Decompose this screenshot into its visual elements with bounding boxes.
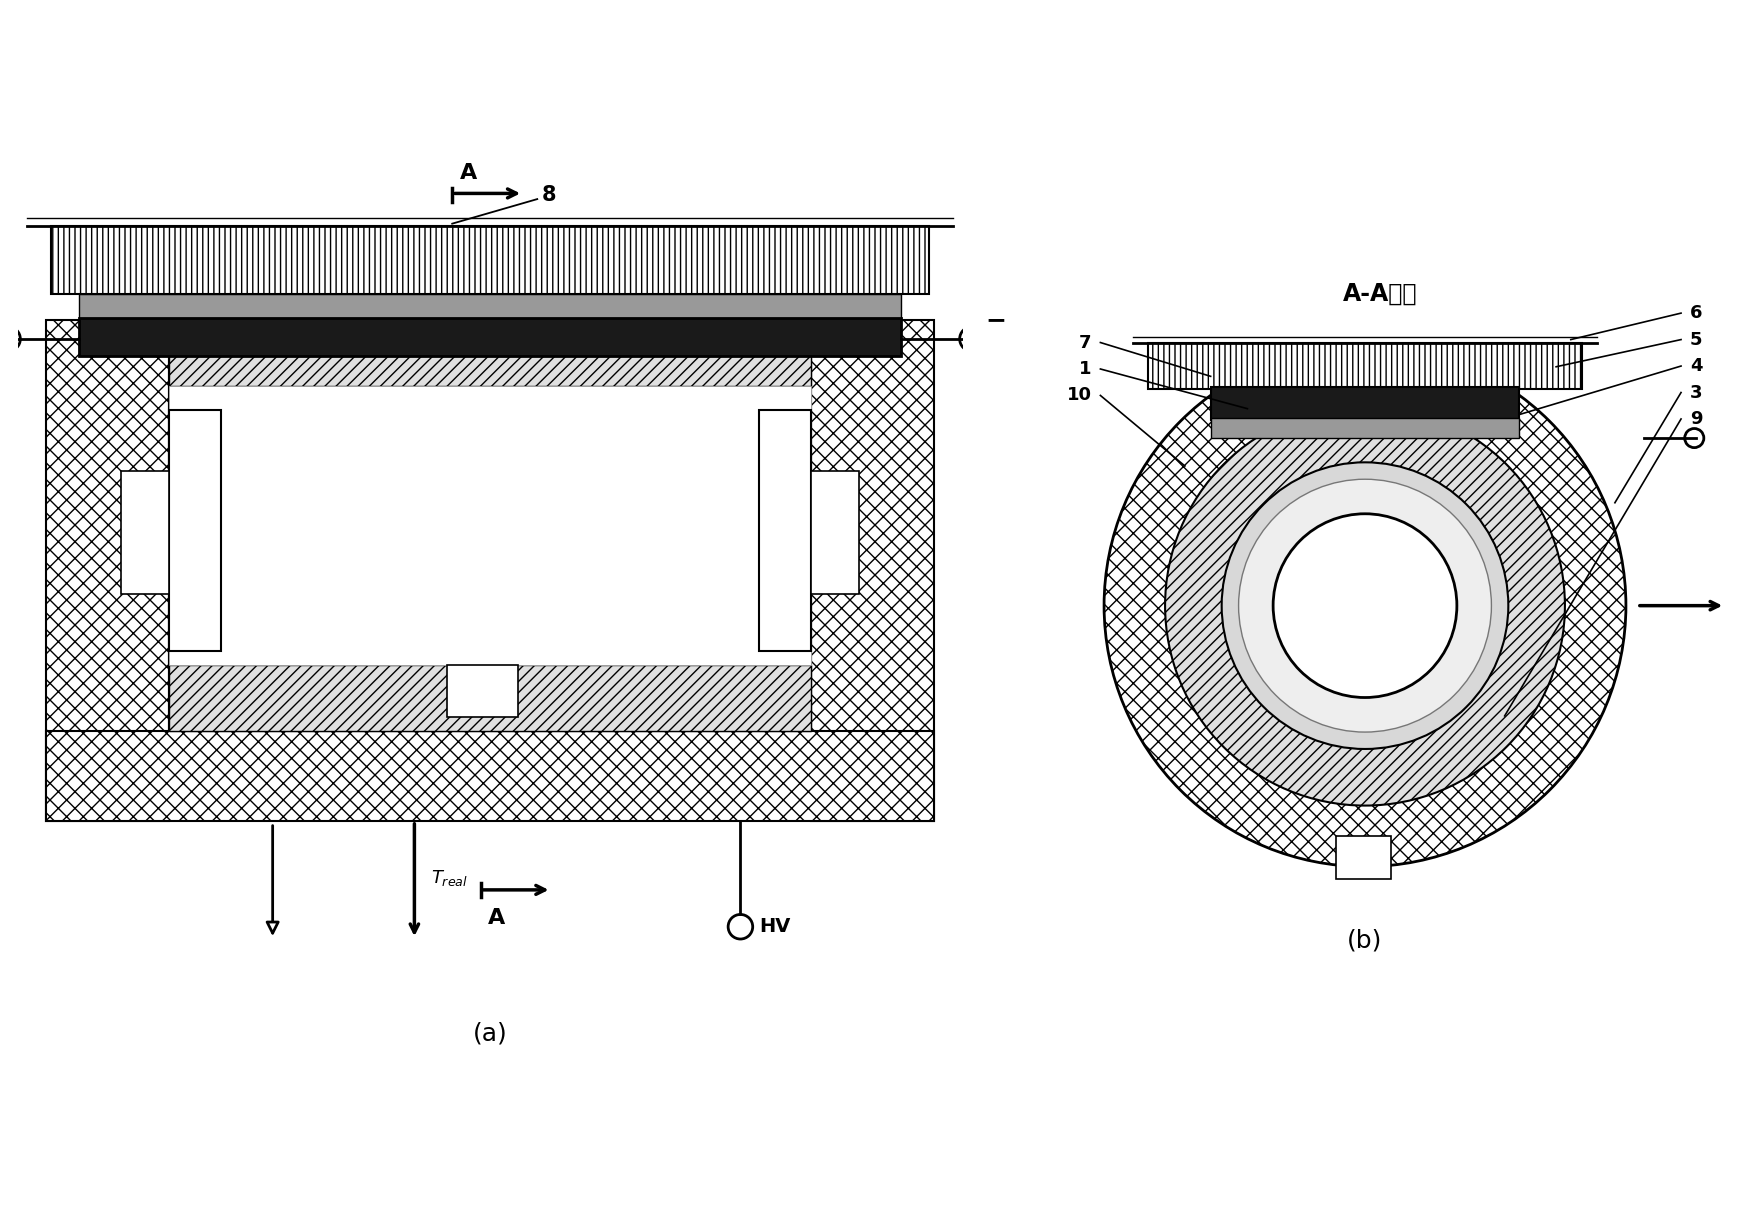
Circle shape [1274,514,1456,698]
Bar [1211,387,1519,419]
Text: 5: 5 [1690,331,1703,348]
Bar [46,320,168,821]
Bar [812,320,934,821]
Text: (a): (a) [473,1021,508,1046]
Circle shape [1222,462,1508,749]
Bar [51,226,929,293]
Bar [168,664,812,731]
Circle shape [1239,479,1491,732]
Bar [168,409,220,651]
Text: 7: 7 [1080,333,1092,352]
Text: 1: 1 [1080,360,1092,378]
Bar [168,320,812,731]
Bar [168,320,812,386]
Text: $T_{real}$: $T_{real}$ [432,868,469,888]
Bar [1148,343,1582,389]
Bar [1335,836,1391,879]
Text: 9: 9 [1690,409,1703,428]
Circle shape [1104,345,1626,867]
Bar [812,471,859,595]
Bar [760,409,812,651]
Text: A-A剑面: A-A剑面 [1342,281,1418,305]
Text: (b): (b) [1348,928,1382,953]
Text: HV: HV [760,917,791,937]
Text: 8: 8 [542,185,556,205]
Text: A: A [488,907,506,928]
Bar [79,293,901,320]
Circle shape [1166,406,1564,805]
Bar [448,664,518,717]
Text: 6: 6 [1690,304,1703,322]
Bar [79,319,901,356]
Text: −: − [985,308,1006,332]
Text: A: A [460,163,478,183]
Text: 10: 10 [1066,386,1092,405]
Text: 3: 3 [1690,384,1703,401]
Bar [46,731,934,821]
Bar [1211,418,1519,438]
Bar [168,386,812,664]
Text: 4: 4 [1690,357,1703,375]
Bar [121,471,168,595]
